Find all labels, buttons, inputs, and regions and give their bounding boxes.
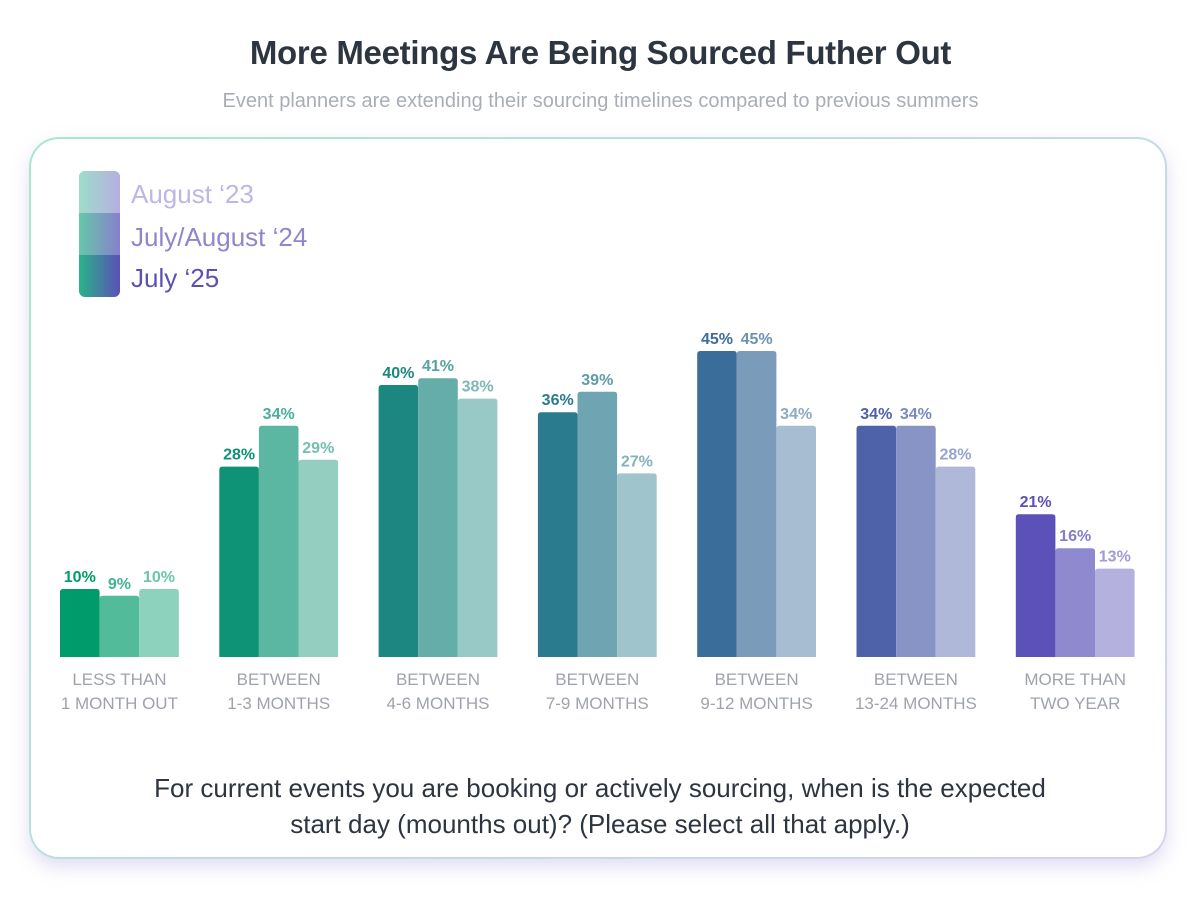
chart-subtitle: Event planners are extending their sourc… [222,90,979,112]
legend-label-july-august-24: July/August ‘24 [131,222,308,252]
bar-1-series-3 [139,589,179,657]
bar-value-label: 36% [542,392,574,409]
legend-band-2023 [79,171,120,213]
bar-value-label: 34% [780,406,812,423]
category-label: BETWEEN [715,670,799,689]
bar-3-series-3 [457,398,498,657]
bar-value-label: 38% [462,379,494,396]
bar-4-series-3 [617,473,657,657]
category-label: BETWEEN [396,670,480,689]
bar-value-label: 10% [64,569,96,586]
bar-value-label: 13% [1099,549,1131,566]
bar-6-series-1 [856,425,897,657]
bar-value-label: 34% [860,406,892,423]
category-label: BETWEEN [237,670,321,689]
legend-label-july-25: July ‘25 [131,263,220,293]
category-label: 7-9 MONTHS [546,694,649,713]
bar-value-label: 21% [1020,494,1052,511]
bar-5-series-2 [736,351,777,657]
chart-title: More Meetings Are Being Sourced Futher O… [249,34,952,71]
bar-7-series-1 [1015,514,1056,657]
bar-value-label: 41% [422,358,454,375]
bar-7-series-3 [1095,568,1135,657]
bar-5-series-3 [776,425,816,657]
legend-swatch [79,171,120,297]
bar-4-series-2 [577,391,618,657]
bar-2-series-3 [298,459,339,657]
bar-7-series-2 [1055,548,1095,657]
survey-question-line-2: start day (mounths out)? (Please select … [290,809,910,839]
bar-value-label: 16% [1059,528,1091,545]
bar-5-series-1 [697,351,737,657]
category-label: LESS THAN [72,670,166,689]
category-label: 9-12 MONTHS [700,694,812,713]
bar-1-series-2 [99,595,140,657]
bar-2-series-2 [258,425,299,657]
category-label: 13-24 MONTHS [855,694,977,713]
bar-value-label: 34% [900,406,932,423]
bar-value-label: 10% [143,569,175,586]
bar-value-label: 27% [621,453,653,470]
bar-value-label: 9% [108,576,131,593]
legend-label-august-23: August ‘23 [131,179,254,209]
bar-4-series-1 [537,412,578,657]
category-label: 4-6 MONTHS [387,694,490,713]
bar-3-series-1 [378,385,419,657]
bar-value-label: 39% [581,372,613,389]
survey-question-line-1: For current events you are booking or ac… [154,773,1046,803]
bar-value-label: 45% [741,331,773,348]
bar-3-series-2 [418,378,458,657]
bar-value-label: 40% [382,365,414,382]
survey-question: For current events you are booking or ac… [100,770,1100,842]
bar-value-label: 29% [302,440,334,457]
bar-2-series-1 [219,466,259,657]
bar-6-series-2 [896,425,936,657]
bar-1-series-1 [60,589,100,657]
category-label: TWO YEAR [1030,694,1120,713]
category-label: BETWEEN [874,670,958,689]
bar-value-label: 28% [939,447,971,464]
legend-band-2024 [79,213,120,255]
bar-value-label: 34% [263,406,295,423]
bar-6-series-3 [935,466,976,657]
bar-value-label: 45% [701,331,733,348]
category-label: BETWEEN [555,670,639,689]
category-label: MORE THAN [1024,670,1126,689]
category-label: 1 MONTH OUT [61,694,178,713]
category-label: 1-3 MONTHS [227,694,330,713]
bar-value-label: 28% [223,447,255,464]
